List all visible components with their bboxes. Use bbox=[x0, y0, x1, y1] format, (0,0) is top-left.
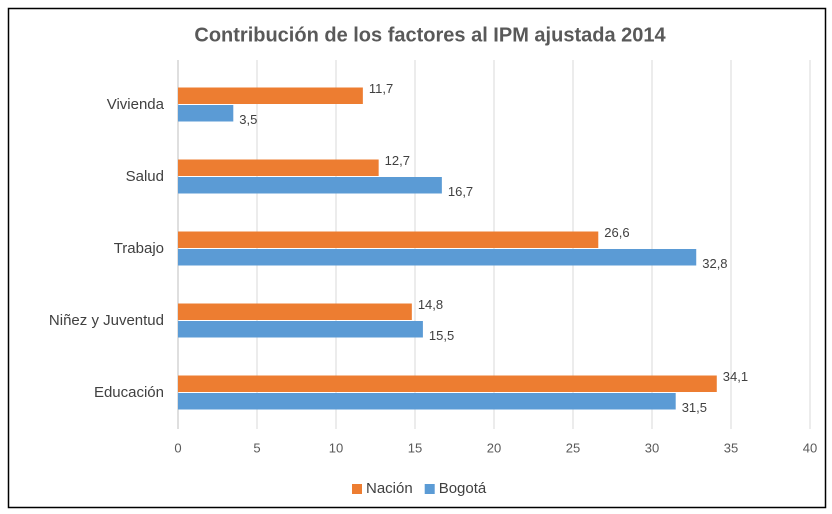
y-tick-label: Niñez y Juventud bbox=[49, 312, 164, 329]
data-label: 31,5 bbox=[682, 400, 707, 415]
x-tick-label: 10 bbox=[329, 440, 343, 455]
data-label: 32,8 bbox=[702, 256, 727, 271]
legend-swatch bbox=[352, 484, 362, 494]
bar bbox=[178, 375, 717, 392]
y-tick-label: Vivienda bbox=[107, 96, 165, 113]
bar bbox=[178, 249, 697, 266]
data-label: 16,7 bbox=[448, 184, 473, 199]
bar bbox=[178, 105, 234, 122]
data-label: 12,7 bbox=[385, 153, 410, 168]
bar bbox=[178, 87, 363, 104]
data-label: 34,1 bbox=[723, 369, 748, 384]
x-tick-label: 5 bbox=[253, 440, 260, 455]
x-tick-label: 15 bbox=[408, 440, 422, 455]
bar bbox=[178, 393, 676, 410]
bar bbox=[178, 321, 423, 338]
y-tick-label: Trabajo bbox=[114, 240, 164, 257]
bar bbox=[178, 177, 442, 194]
data-label: 14,8 bbox=[418, 297, 443, 312]
legend-label: Nación bbox=[366, 480, 413, 497]
x-tick-label: 25 bbox=[566, 440, 580, 455]
x-tick-label: 35 bbox=[724, 440, 738, 455]
legend-label: Bogotá bbox=[439, 480, 487, 497]
x-tick-label: 0 bbox=[174, 440, 181, 455]
data-label: 11,7 bbox=[369, 81, 393, 96]
chart-title: Contribución de los factores al IPM ajus… bbox=[194, 24, 666, 46]
x-tick-label: 20 bbox=[487, 440, 501, 455]
data-label: 15,5 bbox=[429, 328, 454, 343]
bar bbox=[178, 303, 412, 320]
legend-swatch bbox=[424, 484, 435, 494]
y-tick-label: Educación bbox=[94, 384, 164, 401]
x-tick-label: 30 bbox=[645, 440, 659, 455]
y-tick-label: Salud bbox=[126, 168, 164, 185]
data-label: 26,6 bbox=[604, 225, 629, 240]
data-label: 3,5 bbox=[239, 112, 257, 127]
bar bbox=[178, 231, 599, 248]
bar bbox=[178, 159, 379, 176]
x-tick-label: 40 bbox=[803, 440, 817, 455]
